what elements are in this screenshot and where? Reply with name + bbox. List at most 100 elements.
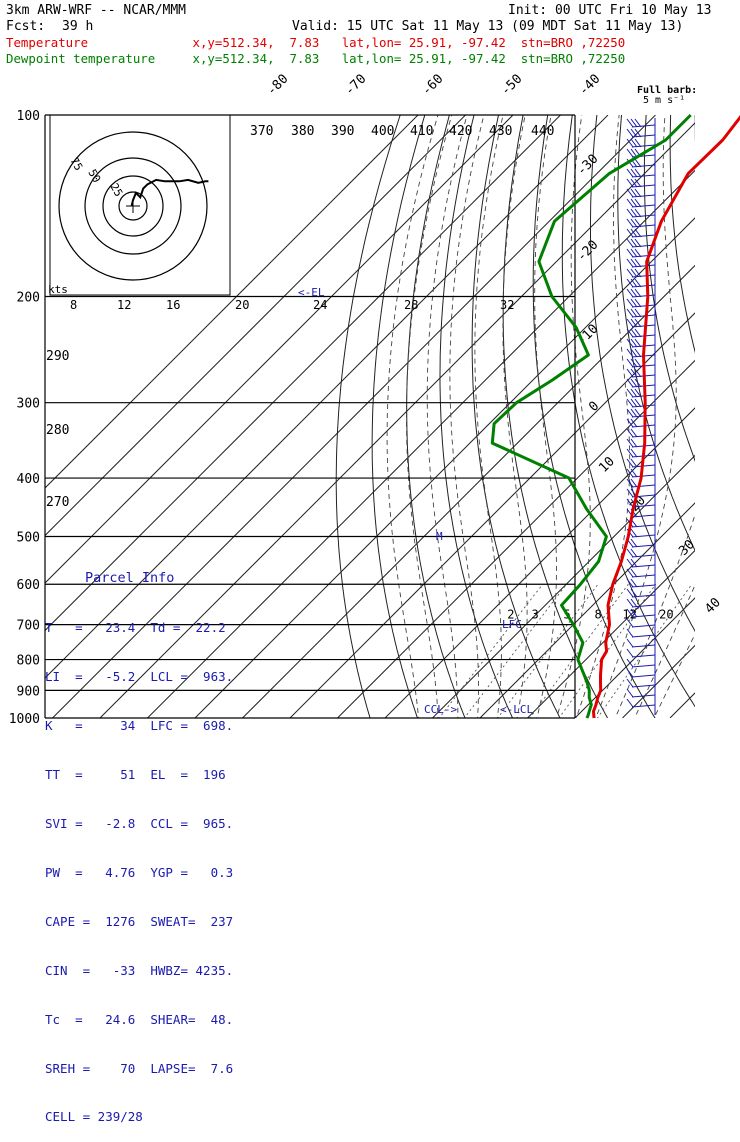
level-label-el: <-EL bbox=[298, 286, 325, 299]
wind-barb bbox=[627, 569, 655, 577]
wind-barb bbox=[627, 419, 655, 427]
dry-adiabat-line bbox=[336, 115, 400, 731]
wind-barb bbox=[627, 239, 655, 247]
isotherm-label: 10 bbox=[596, 454, 618, 476]
wind-barb bbox=[627, 359, 655, 367]
parcel-row: CELL = 239/28 bbox=[45, 1109, 235, 1125]
parcel-row: TT = 51 EL = 196 bbox=[45, 767, 235, 783]
wind-barb bbox=[627, 179, 655, 187]
wind-barb bbox=[627, 649, 655, 657]
isotherm-label: -20 bbox=[574, 238, 601, 265]
dry-adiabat-line bbox=[407, 115, 471, 731]
dry-adiabat-line bbox=[720, 115, 740, 731]
wind-barb bbox=[627, 189, 655, 197]
speed-tick-label: 20 bbox=[235, 298, 249, 312]
wind-barb bbox=[627, 339, 655, 347]
wind-barb bbox=[627, 219, 655, 227]
isotherm-label: 40 bbox=[702, 595, 724, 617]
pressure-tick-label: 500 bbox=[17, 530, 40, 545]
parcel-info-panel: Parcel Info T = 23.4 Td = 22.2 LI = -5.2… bbox=[45, 537, 235, 1142]
temperature-trace bbox=[594, 115, 740, 718]
mixing-ratio-label: 8 bbox=[595, 608, 602, 622]
parcel-row: T = 23.4 Td = 22.2 bbox=[45, 620, 235, 636]
hodograph-ring-label: 75 bbox=[67, 155, 85, 173]
theta-label: 410 bbox=[410, 124, 433, 139]
isotherm-label: -70 bbox=[342, 72, 369, 99]
parcel-row: LI = -5.2 LCL = 963. bbox=[45, 669, 235, 685]
moist-adiabat-line bbox=[475, 115, 503, 731]
isotherm-label: 30 bbox=[676, 537, 698, 559]
pressure-tick-label: 100 bbox=[17, 109, 40, 124]
dry-adiabat-line bbox=[440, 115, 518, 731]
wind-barb bbox=[627, 489, 655, 497]
isotherm-label: -80 bbox=[264, 72, 291, 99]
speed-tick-label: 8 bbox=[70, 298, 77, 312]
isotherm-line bbox=[575, 115, 740, 718]
parcel-row: SREH = 70 LAPSE= 7.6 bbox=[45, 1061, 235, 1077]
moist-adiabat-line bbox=[427, 115, 467, 731]
parcel-row: Tc = 24.6 SHEAR= 48. bbox=[45, 1012, 235, 1028]
mixing-ratio-label: 3 bbox=[532, 608, 539, 622]
wind-barb bbox=[627, 629, 655, 637]
wind-barb bbox=[627, 399, 655, 407]
speed-tick-label: 24 bbox=[313, 298, 327, 312]
wind-barb bbox=[627, 639, 655, 647]
theta-label: 440 bbox=[531, 124, 554, 139]
pressure-tick-label: 700 bbox=[17, 619, 40, 634]
wind-barb bbox=[627, 449, 655, 457]
wind-barb bbox=[627, 529, 655, 537]
wind-barb bbox=[627, 439, 655, 447]
speed-tick-label: 32 bbox=[500, 298, 514, 312]
hodograph-trace bbox=[132, 180, 209, 206]
wind-barb bbox=[627, 329, 655, 337]
wind-barb bbox=[627, 299, 655, 307]
theta-label: 420 bbox=[449, 124, 472, 139]
level-label-lcl: <-LCL bbox=[500, 703, 533, 716]
wind-barb bbox=[627, 599, 655, 607]
parcel-row: CIN = -33 HWBZ= 4235. bbox=[45, 963, 235, 979]
dry-adiabat-line bbox=[591, 115, 740, 731]
isotherm-line bbox=[195, 115, 740, 718]
pressure-tick-label: 300 bbox=[17, 397, 40, 412]
hodograph-speed-unit: kts bbox=[48, 283, 68, 296]
barb-legend-unit: 5 m s⁻¹ bbox=[643, 95, 685, 106]
speed-tick-label: 28 bbox=[404, 298, 418, 312]
pressure-tick-label: 900 bbox=[17, 684, 40, 699]
isotherm-line bbox=[433, 115, 740, 718]
isotherm-line bbox=[385, 115, 740, 718]
isotherm-label: -50 bbox=[498, 72, 525, 99]
wind-barb bbox=[627, 259, 655, 267]
theta-label: 270 bbox=[46, 495, 69, 510]
theta-label: 280 bbox=[46, 423, 69, 438]
parcel-info-title: Parcel Info bbox=[45, 570, 235, 586]
isotherm-label: -60 bbox=[419, 72, 446, 99]
wind-barb bbox=[627, 209, 655, 217]
parcel-row: CAPE = 1276 SWEAT= 237 bbox=[45, 914, 235, 930]
wind-barb bbox=[627, 369, 655, 377]
wind-barb bbox=[627, 139, 655, 147]
wind-barb bbox=[627, 289, 655, 297]
pressure-tick-label: 800 bbox=[17, 654, 40, 669]
level-label-m: M bbox=[436, 530, 443, 543]
theta-label: 380 bbox=[291, 124, 314, 139]
dry-adiabat-line bbox=[695, 115, 740, 731]
wind-barb bbox=[627, 549, 655, 557]
speed-tick-label: 12 bbox=[117, 298, 131, 312]
theta-label: 400 bbox=[371, 124, 394, 139]
isotherm-label: 0 bbox=[586, 399, 602, 415]
wind-barb bbox=[627, 229, 655, 237]
hodograph-ring-label: 50 bbox=[85, 167, 103, 185]
moist-adiabat-line bbox=[407, 115, 452, 731]
speed-tick-label: 16 bbox=[166, 298, 180, 312]
wind-barb bbox=[627, 269, 655, 277]
hodograph-box bbox=[50, 115, 230, 295]
pressure-tick-label: 600 bbox=[17, 578, 40, 593]
wind-barb bbox=[627, 389, 655, 397]
pressure-tick-label: 200 bbox=[17, 291, 40, 306]
level-label-lfc: LFC bbox=[502, 618, 522, 631]
dry-adiabat-line bbox=[618, 115, 740, 731]
level-label-ccl: CCL-> bbox=[424, 703, 457, 716]
theta-label: 430 bbox=[489, 124, 512, 139]
theta-label: 370 bbox=[250, 124, 273, 139]
wind-barb bbox=[627, 379, 655, 387]
